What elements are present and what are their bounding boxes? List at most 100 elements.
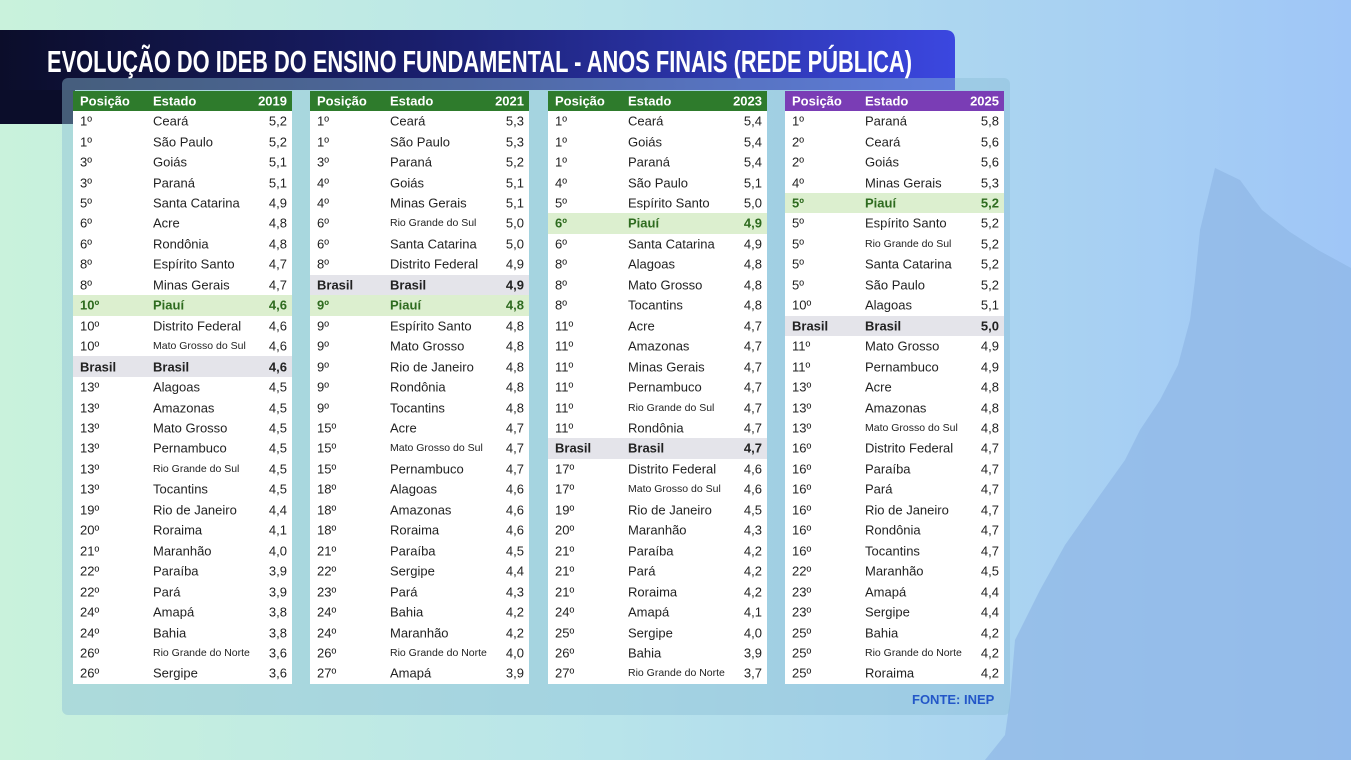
cell: Maranhão <box>628 522 687 538</box>
cell: 22º <box>80 563 100 579</box>
cell: 1º <box>555 154 567 170</box>
table-row: 6º Rio Grande do Sul 5,0 <box>310 213 529 233</box>
cell: 3º <box>80 154 92 170</box>
cell: 4,7 <box>268 277 287 293</box>
cell: Pernambuco <box>153 440 227 456</box>
cell: 15º <box>317 440 337 456</box>
cell: 5º <box>792 236 804 252</box>
cell: 4,1 <box>743 604 762 620</box>
cell: 4,7 <box>743 400 762 416</box>
cell: Espírito Santo <box>153 256 235 272</box>
table-row: 11º Pernambuco 4,9 <box>785 356 1004 376</box>
table-row: 6º Santa Catarina 4,9 <box>548 234 767 254</box>
cell: 5º <box>555 195 567 211</box>
table-row: 4º Goiás 5,1 <box>310 172 529 192</box>
cell: Bahia <box>153 625 187 641</box>
table-row: 18º Amazonas 4,6 <box>310 500 529 520</box>
cell: Sergipe <box>153 665 198 681</box>
cell: Rio de Janeiro <box>153 502 237 518</box>
cell: 16º <box>792 481 812 497</box>
cell: Rio de Janeiro <box>390 359 474 375</box>
cell: Santa Catarina <box>865 256 952 272</box>
cell: 4,2 <box>743 543 762 559</box>
cell: 13º <box>80 379 100 395</box>
table-row: 21º Roraima 4,2 <box>548 581 767 601</box>
cell: 13º <box>792 379 812 395</box>
cell: Goiás <box>153 154 187 170</box>
cell: 3,9 <box>505 665 524 681</box>
table-row: 2º Goiás 5,6 <box>785 152 1004 172</box>
ranking-table: Posição Estado 2019 1º Ceará 5,2 1º São Paulo 5,… <box>73 91 292 684</box>
cell: Brasil <box>628 440 665 456</box>
cell: 4,6 <box>268 359 287 375</box>
cell: 5,4 <box>743 154 762 170</box>
cell: Bahia <box>390 604 424 620</box>
cell: 5,4 <box>743 113 762 129</box>
header-cell: Posição <box>792 93 842 109</box>
cell: 4,9 <box>743 236 762 252</box>
table-row: 26º Rio Grande do Norte 3,6 <box>73 643 292 663</box>
cell: 4,6 <box>268 318 287 334</box>
cell: 5,0 <box>505 215 524 231</box>
cell: Espírito Santo <box>390 318 472 334</box>
cell: 4º <box>792 175 804 191</box>
cell: Roraima <box>390 522 440 538</box>
table-row: 13º Pernambuco 4,5 <box>73 438 292 458</box>
cell: Mato Grosso do Sul <box>628 483 721 496</box>
cell: 5º <box>792 215 804 231</box>
cell: São Paulo <box>628 175 688 191</box>
table-row: Brasil Brasil 4,7 <box>548 438 767 459</box>
table-row: 4º Minas Gerais 5,3 <box>785 172 1004 192</box>
cell: 25º <box>555 625 575 641</box>
table-row: 19º Rio de Janeiro 4,4 <box>73 500 292 520</box>
table-header: Posição Estado 2021 <box>310 91 529 111</box>
cell: Minas Gerais <box>153 277 230 293</box>
table-row: 23º Sergipe 4,4 <box>785 602 1004 622</box>
cell: Roraima <box>153 522 203 538</box>
cell: 5,2 <box>505 154 524 170</box>
table-row: 25º Bahia 4,2 <box>785 622 1004 642</box>
header-cell: 2021 <box>495 93 524 109</box>
cell: Tocantins <box>865 543 920 559</box>
cell: 4,9 <box>268 195 287 211</box>
table-row: 13º Tocantins 4,5 <box>73 479 292 499</box>
table-row: 10º Distrito Federal 4,6 <box>73 316 292 336</box>
table-row: 4º São Paulo 5,1 <box>548 172 767 192</box>
cell: Rio Grande do Norte <box>628 667 725 680</box>
cell: 11º <box>555 338 574 354</box>
table-row: 22º Maranhão 4,5 <box>785 561 1004 581</box>
cell: Brasil <box>317 277 354 293</box>
cell: Mato Grosso do Sul <box>390 442 483 455</box>
cell: 11º <box>555 379 574 395</box>
cell: Rio Grande do Norte <box>865 647 962 659</box>
cell: 13º <box>80 420 100 436</box>
cell: 10º <box>80 318 100 334</box>
cell: Rio Grande do Sul <box>153 462 240 475</box>
cell: 4,7 <box>743 440 762 456</box>
table-row: 5º Santa Catarina 5,2 <box>785 254 1004 274</box>
cell: Sergipe <box>865 604 910 620</box>
header-cell: Estado <box>390 93 434 109</box>
cell: 1º <box>80 113 92 129</box>
cell: Minas Gerais <box>628 359 705 375</box>
table-row: 15º Acre 4,7 <box>310 418 529 438</box>
table-row: 24º Amapá 3,8 <box>73 602 292 622</box>
table-row: 9º Piauí 4,8 <box>310 295 529 316</box>
table-row: 3º Paraná 5,2 <box>310 152 529 172</box>
cell: 4,7 <box>505 440 524 456</box>
cell: 4,8 <box>268 215 287 231</box>
cell: 21º <box>317 543 337 559</box>
table-row: 13º Alagoas 4,5 <box>73 377 292 397</box>
cell: 23º <box>317 584 337 600</box>
cell: Rio de Janeiro <box>628 502 712 518</box>
cell: 5,2 <box>980 256 999 272</box>
cell: 3,6 <box>268 645 287 661</box>
table-header: Posição Estado 2023 <box>548 91 767 111</box>
source: FONTE: INEP <box>912 692 995 707</box>
cell: 26º <box>80 645 100 661</box>
cell: Acre <box>628 318 655 334</box>
table-row: 1º Ceará 5,4 <box>548 111 767 131</box>
cell: 4,7 <box>743 379 762 395</box>
cell: 4,4 <box>980 604 999 620</box>
cell: Mato Grosso do Sul <box>865 422 958 435</box>
